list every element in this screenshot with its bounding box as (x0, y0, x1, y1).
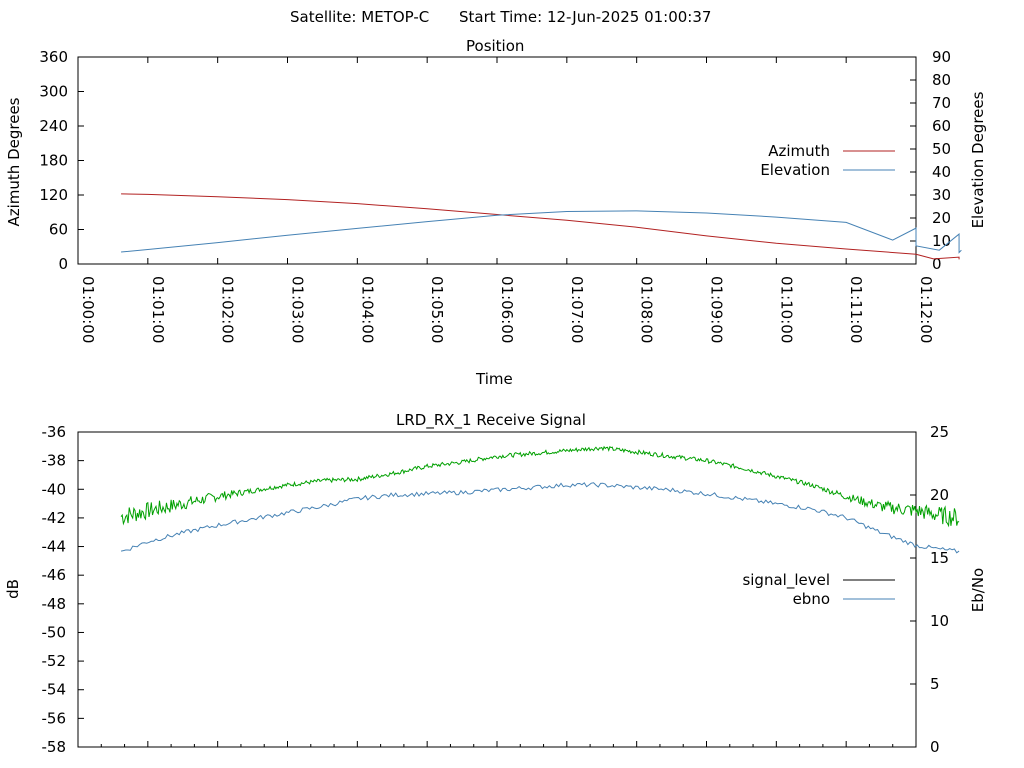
signal-y-tick-label: -54 (42, 681, 67, 699)
legend-azimuth-label: Azimuth (768, 142, 830, 160)
signal-y2-tick-label: 15 (930, 549, 949, 567)
position-y2-tick-label: 70 (932, 94, 951, 112)
position-y2-tick-label: 90 (932, 48, 951, 66)
signal-y-tick-label: -46 (42, 566, 67, 584)
position-y2-tick-label: 50 (932, 140, 951, 158)
signal-y-tick-label: -58 (42, 738, 67, 756)
position-chart-title: Position (466, 37, 525, 55)
signal-y2-tick-label: 10 (930, 612, 949, 630)
signal-y-tick-label: -52 (42, 652, 67, 670)
position-y2-tick-label: 0 (932, 255, 942, 273)
position-x-tick-label: 01:11:00 (847, 276, 865, 343)
signal-chart-title: LRD_RX_1 Receive Signal (396, 411, 586, 429)
position-y2-tick-label: 10 (932, 232, 951, 250)
signal-y-tick-label: -38 (42, 452, 67, 470)
position-x-tick-label: 01:07:00 (568, 276, 586, 343)
signal-y-tick-label: -40 (42, 480, 67, 498)
signal-y2-tick-label: 0 (930, 738, 940, 756)
legend-ebno-label: ebno (793, 590, 830, 608)
legend-signal-level-label: signal_level (742, 571, 830, 590)
elevation-series-line (121, 210, 962, 254)
position-y-tick-label: 240 (39, 117, 68, 135)
signal-y2-tick-label: 25 (930, 423, 949, 441)
position-y-tick-label: 180 (39, 152, 68, 170)
position-x-tick-label: 01:00:00 (79, 276, 97, 343)
position-y2-tick-label: 20 (932, 209, 951, 227)
legend-elevation-label: Elevation (760, 161, 830, 179)
position-y-tick-label: 60 (49, 221, 68, 239)
signal-level-series-line (120, 445, 960, 528)
position-x-tick-label: 01:05:00 (428, 276, 446, 343)
ebno-series-line (120, 482, 960, 554)
position-y-tick-label: 0 (58, 255, 68, 273)
position-x-tick-label: 01:09:00 (708, 276, 726, 343)
position-x-tick-label: 01:10:00 (777, 276, 795, 343)
signal-y2-tick-label: 5 (930, 675, 940, 693)
signal-y-tick-label: -42 (42, 509, 67, 527)
position-y-tick-label: 360 (39, 48, 68, 66)
position-x-tick-label: 01:03:00 (289, 276, 307, 343)
position-x-tick-label: 01:06:00 (498, 276, 516, 343)
signal-y-tick-label: -50 (42, 623, 67, 641)
position-x-tick-label: 01:02:00 (219, 276, 237, 343)
position-chart: 0 60 120 180 240 300 360 0 10 20 30 40 50 60 70 80 90 01:… (39, 48, 962, 343)
position-y-tick-label: 120 (39, 186, 68, 204)
position-x-axis-label: Time (476, 370, 513, 388)
signal-y-tick-label: -44 (42, 538, 67, 556)
signal-y-tick-label: -36 (42, 423, 67, 441)
position-x-tick-label: 01:01:00 (149, 276, 167, 343)
signal-y-tick-label: -48 (42, 595, 67, 613)
signal-y-tick-label: -56 (42, 709, 67, 727)
satellite-label: Satellite: METOP-C (290, 8, 430, 26)
signal-y2-tick-label: 20 (930, 486, 949, 504)
position-y2-tick-label: 30 (932, 186, 951, 204)
position-y2-tick-label: 60 (932, 117, 951, 135)
position-y-tick-label: 300 (39, 83, 68, 101)
position-x-tick-label: 01:04:00 (358, 276, 376, 343)
position-x-tick-label: 01:08:00 (638, 276, 656, 343)
position-x-tick-label: 01:12:00 (917, 276, 935, 343)
position-y2-tick-label: 40 (932, 163, 951, 181)
start-time-label: Start Time: 12-Jun-2025 01:00:37 (459, 8, 712, 26)
position-y2-tick-label: 80 (932, 71, 951, 89)
azimuth-series-line (121, 193, 960, 260)
